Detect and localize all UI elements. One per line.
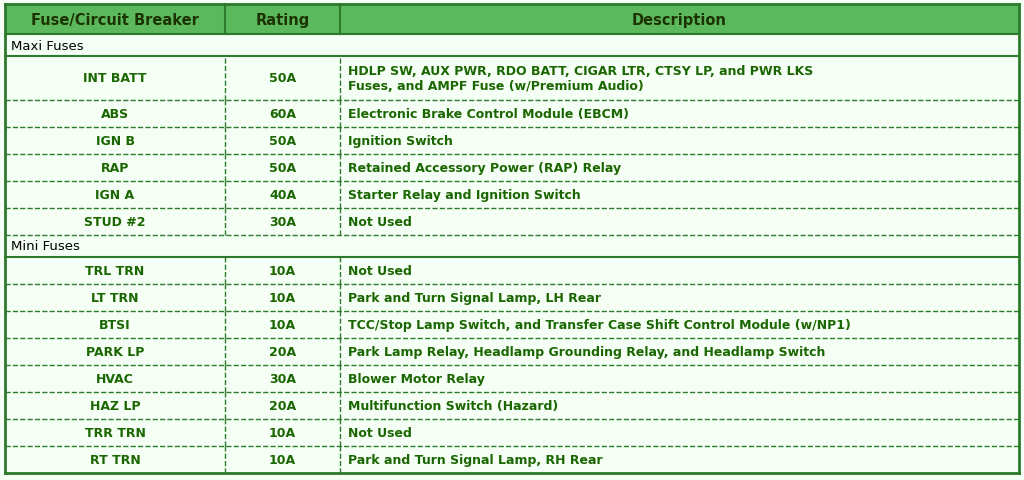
- Text: 40A: 40A: [269, 189, 296, 202]
- Text: Not Used: Not Used: [348, 264, 412, 277]
- Bar: [5, 419, 1019, 446]
- Text: PARK LP: PARK LP: [86, 345, 144, 358]
- Text: 30A: 30A: [269, 372, 296, 385]
- Text: Description: Description: [632, 12, 727, 27]
- Text: Electronic Brake Control Module (EBCM): Electronic Brake Control Module (EBCM): [348, 108, 629, 121]
- Text: Park and Turn Signal Lamp, LH Rear: Park and Turn Signal Lamp, LH Rear: [348, 291, 601, 304]
- Text: ABS: ABS: [101, 108, 129, 121]
- Text: Fuse/Circuit Breaker: Fuse/Circuit Breaker: [31, 12, 199, 27]
- Text: Not Used: Not Used: [348, 216, 412, 228]
- Bar: [5, 35, 1019, 57]
- Text: TRR TRN: TRR TRN: [85, 426, 145, 439]
- Text: Ignition Switch: Ignition Switch: [348, 135, 453, 148]
- Bar: [5, 338, 1019, 365]
- Text: Maxi Fuses: Maxi Fuses: [11, 39, 84, 52]
- Bar: [5, 257, 1019, 285]
- Text: 10A: 10A: [269, 264, 296, 277]
- Text: LT TRN: LT TRN: [91, 291, 138, 304]
- Text: Park Lamp Relay, Headlamp Grounding Relay, and Headlamp Switch: Park Lamp Relay, Headlamp Grounding Rela…: [348, 345, 825, 358]
- Text: TCC/Stop Lamp Switch, and Transfer Case Shift Control Module (w/NP1): TCC/Stop Lamp Switch, and Transfer Case …: [348, 318, 851, 331]
- Bar: [5, 209, 1019, 236]
- Bar: [5, 365, 1019, 392]
- Text: Blower Motor Relay: Blower Motor Relay: [348, 372, 485, 385]
- Text: INT BATT: INT BATT: [83, 72, 146, 85]
- Text: 10A: 10A: [269, 426, 296, 439]
- Bar: [5, 285, 1019, 312]
- Text: IGN A: IGN A: [95, 189, 134, 202]
- Bar: [5, 392, 1019, 419]
- Text: Multifunction Switch (Hazard): Multifunction Switch (Hazard): [348, 399, 558, 412]
- Text: 20A: 20A: [269, 345, 296, 358]
- Text: BTSI: BTSI: [99, 318, 131, 331]
- Text: 50A: 50A: [269, 162, 296, 175]
- Bar: [5, 312, 1019, 338]
- Text: 50A: 50A: [269, 135, 296, 148]
- Text: RAP: RAP: [100, 162, 129, 175]
- Text: Mini Fuses: Mini Fuses: [11, 240, 80, 253]
- Text: Starter Relay and Ignition Switch: Starter Relay and Ignition Switch: [348, 189, 581, 202]
- Text: Park and Turn Signal Lamp, RH Rear: Park and Turn Signal Lamp, RH Rear: [348, 453, 603, 466]
- Text: Rating: Rating: [255, 12, 309, 27]
- Text: HAZ LP: HAZ LP: [90, 399, 140, 412]
- Text: STUD #2: STUD #2: [84, 216, 145, 228]
- Bar: [5, 5, 1019, 35]
- Text: IGN B: IGN B: [95, 135, 134, 148]
- Text: 20A: 20A: [269, 399, 296, 412]
- Bar: [5, 128, 1019, 155]
- Bar: [5, 155, 1019, 181]
- Bar: [5, 446, 1019, 473]
- Text: 30A: 30A: [269, 216, 296, 228]
- Text: Not Used: Not Used: [348, 426, 412, 439]
- Bar: [5, 181, 1019, 209]
- Bar: [5, 101, 1019, 128]
- Bar: [5, 57, 1019, 101]
- Text: HVAC: HVAC: [96, 372, 134, 385]
- Text: 60A: 60A: [269, 108, 296, 121]
- Text: TRL TRN: TRL TRN: [85, 264, 144, 277]
- Text: HDLP SW, AUX PWR, RDO BATT, CIGAR LTR, CTSY LP, and PWR LKS
Fuses, and AMPF Fuse: HDLP SW, AUX PWR, RDO BATT, CIGAR LTR, C…: [348, 65, 813, 93]
- Bar: [5, 236, 1019, 257]
- Text: RT TRN: RT TRN: [90, 453, 140, 466]
- Text: 10A: 10A: [269, 318, 296, 331]
- Text: 10A: 10A: [269, 291, 296, 304]
- Text: 10A: 10A: [269, 453, 296, 466]
- Text: Retained Accessory Power (RAP) Relay: Retained Accessory Power (RAP) Relay: [348, 162, 622, 175]
- Text: 50A: 50A: [269, 72, 296, 85]
